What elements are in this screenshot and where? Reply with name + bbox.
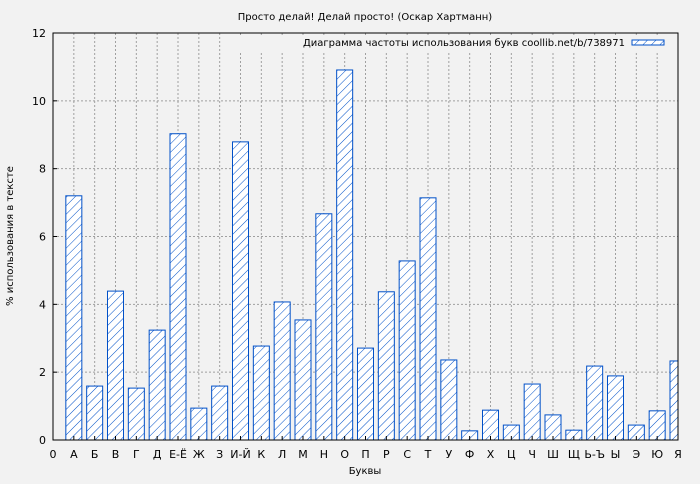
x-tick-label: И-Й	[230, 448, 250, 461]
x-tick-label: П	[361, 448, 369, 461]
bar-Е-Ё	[169, 133, 187, 440]
y-tick-label: 4	[39, 298, 46, 311]
y-tick-label: 10	[32, 95, 46, 108]
bar-Г	[127, 387, 145, 440]
bar-В	[107, 290, 124, 440]
x-tick-label: М	[298, 448, 308, 461]
x-axis-label: Буквы	[349, 466, 382, 477]
bar-Н	[315, 213, 333, 440]
x-tick-label: Ь-Ъ	[584, 448, 605, 461]
x-tick-label: Ч	[528, 448, 536, 461]
y-tick-label: 6	[39, 231, 46, 244]
bar-Ж	[190, 407, 208, 440]
x-tick-label: Р	[383, 448, 390, 461]
x-tick-label: А	[70, 448, 78, 461]
x-tick-label: Щ	[568, 448, 580, 461]
bar-Ы	[607, 375, 624, 440]
x-tick-label: Ц	[507, 448, 516, 461]
bar-А	[65, 195, 83, 440]
bar-И-Й	[232, 141, 249, 440]
bar-Р	[377, 291, 395, 440]
bar-О	[336, 69, 354, 440]
x-tick-label: Э	[632, 448, 640, 461]
legend-swatch	[631, 39, 665, 46]
x-tick-label: Ю	[651, 448, 663, 461]
x-tick-label: Ф	[465, 448, 474, 461]
x-tick-label: Х	[487, 448, 495, 461]
x-tick-label: Г	[133, 448, 140, 461]
y-tick-label: 12	[32, 27, 46, 40]
bar-Я	[669, 360, 678, 440]
legend-label: Диаграмма частоты использования букв coo…	[303, 38, 625, 49]
bar-Ш	[544, 414, 562, 440]
bar-Д	[148, 329, 166, 440]
bar-Х	[482, 409, 499, 440]
x-tick-label: У	[445, 448, 452, 461]
bar-Ч	[523, 383, 541, 440]
legend: Диаграмма частоты использования букв coo…	[240, 35, 674, 51]
x-tick-label: З	[216, 448, 223, 461]
x-tick-label: Б	[91, 448, 99, 461]
bar-З	[211, 385, 229, 440]
x-tick-label: Ш	[547, 448, 559, 461]
x-tick-label: С	[403, 448, 411, 461]
x-zero-label: 0	[50, 448, 57, 461]
y-ticks: 0 2 4 6 8 10 12	[32, 27, 57, 447]
bar-Ь-Ъ	[586, 365, 604, 440]
x-tick-label: Ж	[193, 448, 205, 461]
y-tick-label: 8	[39, 163, 46, 176]
bar-Т	[419, 197, 437, 440]
x-tick-label: Я	[674, 448, 682, 461]
x-tick-label: К	[257, 448, 265, 461]
bar-Ю	[648, 410, 666, 440]
x-tick-label: Е-Ё	[169, 448, 187, 461]
bars	[65, 69, 678, 440]
x-tick-label: Ы	[611, 448, 621, 461]
x-tick-label: О	[340, 448, 349, 461]
x-tick-label: Т	[424, 448, 432, 461]
bar-М	[294, 319, 312, 440]
x-ticks: А Б В Г Д Е-Ё Ж З И-Й К Л М Н О П Р С Т У Ф Х Ц Ч Ш Щ Ь-Ъ Ы Э Ю Я	[70, 436, 682, 461]
x-tick-label: Л	[278, 448, 286, 461]
x-tick-label: Д	[153, 448, 162, 461]
y-tick-label: 2	[39, 366, 46, 379]
bar-Л	[273, 301, 291, 440]
y-tick-label: 0	[39, 434, 46, 447]
y-axis-label: % использования в тексте	[5, 166, 16, 306]
bar-С	[398, 260, 416, 440]
x-tick-label: В	[112, 448, 120, 461]
bar-У	[440, 359, 458, 440]
bar-П	[357, 347, 374, 440]
bar-К	[252, 345, 270, 440]
x-tick-label: Н	[320, 448, 328, 461]
bar-Б	[86, 385, 104, 440]
chart-title: Просто делай! Делай просто! (Оскар Хартм…	[238, 12, 493, 23]
